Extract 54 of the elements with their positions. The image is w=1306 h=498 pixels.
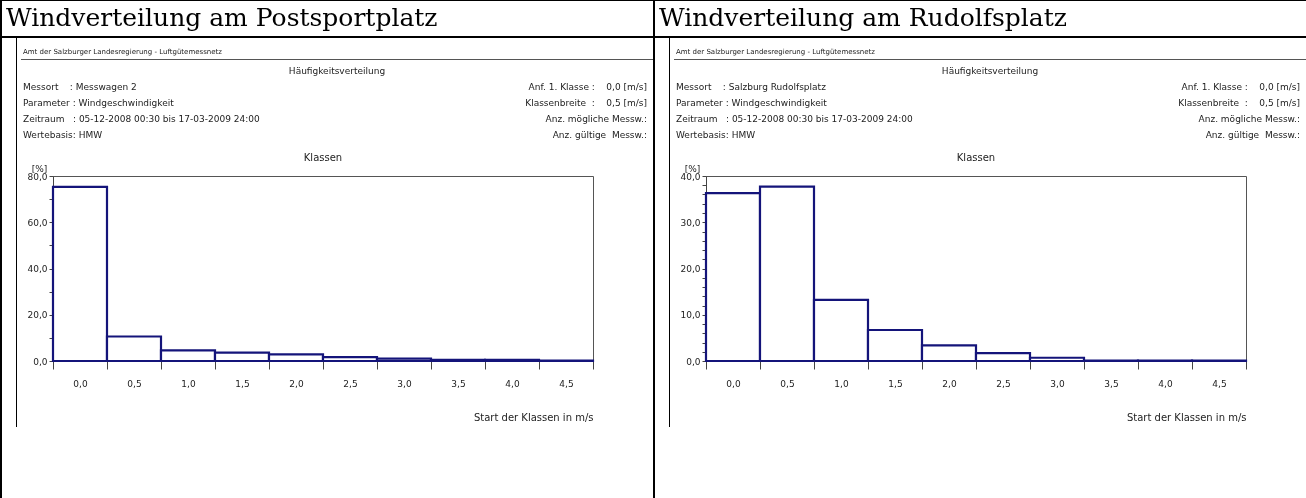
x-tick-label: 2,5 bbox=[996, 378, 1011, 389]
y-tick-label: 20,0 bbox=[27, 310, 48, 321]
x-axis-title: Start der Klassen in m/s bbox=[1126, 411, 1247, 423]
y-axis-title: [%] bbox=[684, 163, 701, 174]
text: Wertebasis: HMW bbox=[23, 130, 104, 140]
text: Anf. 1. Klasse : 0,0 [m/s] bbox=[527, 82, 647, 92]
y-tick-label: 10,0 bbox=[680, 310, 701, 321]
x-tick-label: 4,5 bbox=[1212, 378, 1227, 389]
x-tick-label: 0,5 bbox=[127, 378, 142, 389]
text: Klassen bbox=[303, 152, 343, 163]
x-tick-label: 1,5 bbox=[888, 378, 903, 389]
x-tick-label: 0,0 bbox=[73, 378, 88, 389]
x-tick-label: 3,0 bbox=[1050, 378, 1065, 389]
x-tick-label: 2,0 bbox=[942, 378, 957, 389]
x-tick-label: 1,5 bbox=[235, 378, 250, 389]
text: Zeitraum : 05-12-2008 00:30 bis 17-03-2009 24:00 bbox=[676, 114, 914, 124]
x-tick-label: 3,0 bbox=[397, 378, 412, 389]
x-tick-label: 4,5 bbox=[559, 378, 574, 389]
y-tick-label: 40,0 bbox=[27, 264, 48, 274]
y-tick-label: 60,0 bbox=[27, 217, 48, 228]
text: Anz. gültige Messw.: bbox=[551, 130, 647, 140]
text: Messort : Salzburg Rudolfsplatz bbox=[676, 82, 827, 92]
y-tick-label: 20,0 bbox=[680, 264, 701, 274]
text: Zeitraum : 05-12-2008 00:30 bis 17-03-2009 24:00 bbox=[23, 114, 261, 124]
chart-subtitle: Häufigkeitsverteilung bbox=[287, 66, 387, 76]
text: Wertebasis: HMW bbox=[676, 130, 757, 140]
y-tick-label: 0,0 bbox=[33, 356, 48, 367]
x-tick-label: 3,5 bbox=[451, 378, 466, 389]
x-tick-label: 4,0 bbox=[505, 378, 520, 389]
x-tick-label: 2,0 bbox=[289, 378, 304, 389]
text: Parameter : Windgeschwindigkeit bbox=[23, 98, 175, 108]
text: Klassenbreite : 0,5 [m/s] bbox=[1178, 98, 1300, 108]
x-tick-label: 2,5 bbox=[343, 378, 358, 389]
text: Anz. gültige Messw.: bbox=[1204, 130, 1300, 140]
text: Anf. 1. Klasse : 0,0 [m/s] bbox=[1180, 82, 1300, 92]
y-tick-label: 0,0 bbox=[686, 356, 701, 367]
x-axis-title: Start der Klassen in m/s bbox=[473, 411, 594, 423]
text: Anz. mögliche Messw.: bbox=[1197, 114, 1300, 124]
x-tick-label: 1,0 bbox=[181, 378, 196, 389]
x-tick-label: 1,0 bbox=[834, 378, 849, 389]
text: Anz. mögliche Messw.: bbox=[544, 114, 647, 124]
text: Messort : Messwagen 2 bbox=[23, 82, 138, 92]
y-tick-label: 30,0 bbox=[680, 217, 701, 228]
text: Klassenbreite : 0,5 [m/s] bbox=[525, 98, 647, 108]
chart-subtitle: Häufigkeitsverteilung bbox=[940, 66, 1040, 76]
x-tick-label: 0,0 bbox=[726, 378, 741, 389]
x-tick-label: 4,0 bbox=[1158, 378, 1173, 389]
y-axis-title: [%] bbox=[31, 163, 48, 174]
x-tick-label: 0,5 bbox=[780, 378, 795, 389]
text: Klassen bbox=[956, 152, 996, 163]
chart-title: Windverteilung am Postsportplatz bbox=[2, 1, 653, 38]
text: Parameter : Windgeschwindigkeit bbox=[676, 98, 828, 108]
chart-title: Windverteilung am Rudolfsplatz bbox=[655, 1, 1306, 38]
x-tick-label: 3,5 bbox=[1104, 378, 1119, 389]
